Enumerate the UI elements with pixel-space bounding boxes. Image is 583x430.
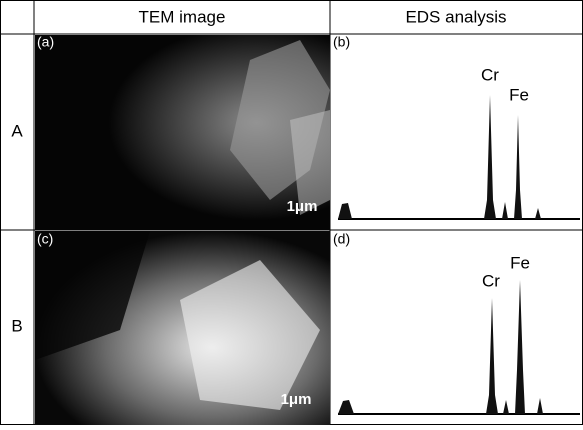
grain bbox=[290, 110, 330, 215]
row-label: B bbox=[11, 316, 22, 335]
column-header: EDS analysis bbox=[405, 7, 506, 26]
peak-label: Cr bbox=[482, 271, 500, 290]
row-label: A bbox=[11, 121, 23, 140]
panel-label: (d) bbox=[333, 231, 350, 247]
grain bbox=[35, 231, 150, 360]
column-header: TEM image bbox=[139, 7, 226, 26]
panel-label: (b) bbox=[333, 34, 350, 50]
peak-label: Fe bbox=[510, 253, 530, 272]
spectrum bbox=[338, 280, 580, 415]
grain bbox=[180, 260, 320, 410]
peak-label: Fe bbox=[509, 85, 529, 104]
peak-label: Cr bbox=[481, 65, 499, 84]
panel-label: (a) bbox=[37, 34, 54, 50]
scale-bar-label: 1μm bbox=[281, 391, 312, 408]
spectrum bbox=[338, 95, 580, 220]
panel-label: (c) bbox=[37, 231, 53, 247]
scale-bar-label: 1μm bbox=[287, 198, 318, 215]
